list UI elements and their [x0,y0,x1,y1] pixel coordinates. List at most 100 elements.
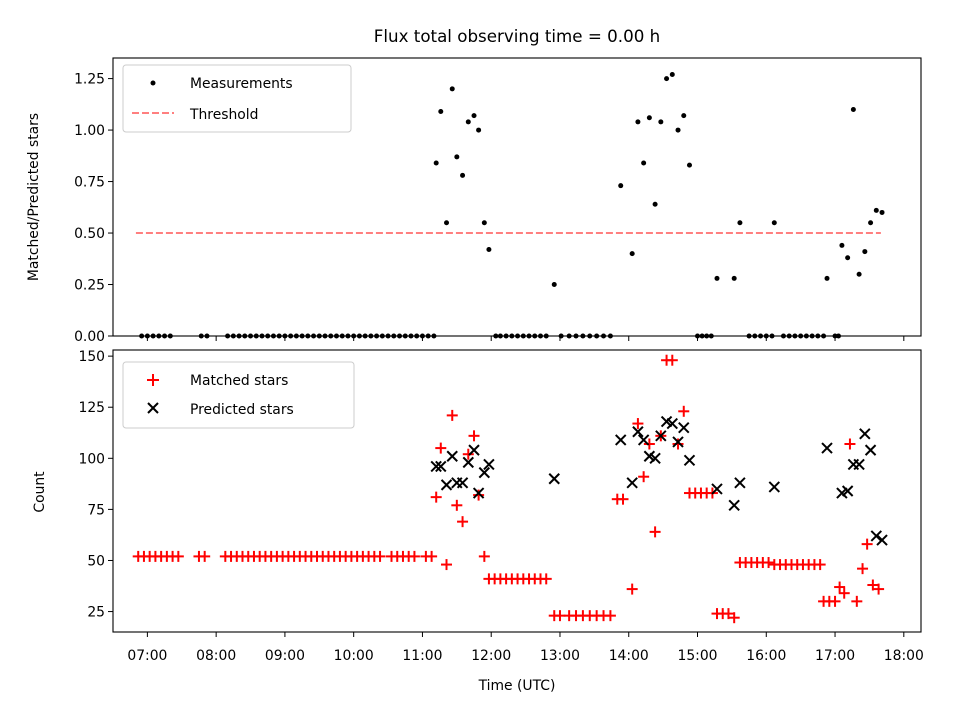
predicted-star-point [821,442,833,454]
matched-star-point [763,557,775,569]
bottom-axes-frame [112,349,922,633]
x-tick-label: 07:00 [127,648,167,664]
top-y-tick-label: 0.50 [74,226,105,242]
measurement-point [771,220,777,226]
measurement-point [476,127,482,133]
predicted-star-point [870,530,883,542]
bottom-y-tick-label: 125 [78,400,105,416]
predicted-star-point [666,417,679,430]
measurement-point [438,109,444,115]
measurement-point [669,71,675,77]
matched-star-point [814,559,826,571]
predicted-star-point [637,434,650,446]
matched-star-point [678,405,690,417]
matched-star-point [374,550,386,562]
predicted-star-point [626,477,638,489]
measurement-point [824,275,830,281]
bottom-legend: Matched stars Predicted stars [122,361,355,429]
x-tick-label: 08:00 [196,648,236,664]
x-axis-label: Time (UTC) [478,678,556,694]
matched-star-point [554,610,566,622]
predicted-star-point [632,426,644,438]
matched-star-point [540,573,552,585]
measurement-point [433,160,439,166]
top-y-tick-label: 1.00 [74,123,105,139]
predicted-star-point [683,454,696,467]
measurement-point [731,275,737,281]
predicted-star-point [864,444,877,456]
top-y-tick-label: 0.25 [74,278,105,294]
bottom-y-tick-label: 75 [87,502,105,518]
matched-star-point [672,438,684,450]
measurement-point [856,271,862,277]
matched-star-point [468,430,480,442]
matched-star-point [408,550,420,562]
x-tick-label: 18:00 [884,648,924,664]
predicted-star-point [649,452,661,465]
measurement-point [460,172,466,178]
bottom-y-ticks: 25 50 75 100 125 150 [78,349,113,621]
matched-star-point [867,579,879,591]
top-axes: Matched/Predicted stars 0.00 0.25 0.50 0.75… [26,57,922,345]
measurement-point [675,127,681,133]
matched-star-point [430,491,442,503]
bottom-legend-box [122,361,355,429]
legend-label-threshold: Threshold [189,107,258,123]
matched-star-point [473,489,485,501]
measurement-point [486,247,492,253]
bottom-y-tick-label: 150 [78,349,105,365]
matched-star-point [861,538,873,550]
predicted-star-point [472,487,485,499]
predicted-star-point [483,458,495,471]
matched-star-point [457,516,469,528]
measurement-point [862,249,868,255]
measurement-point [444,220,450,226]
matched-star-point [638,471,650,483]
matched-star-point [857,563,869,575]
predicted-star-point [435,460,447,473]
measurement-point [839,242,845,248]
legend-label-matched-stars: Matched stars [190,373,288,389]
matched-star-point [728,612,740,624]
matched-star-point [435,442,447,454]
bottom-y-tick-label: 25 [87,605,105,621]
legend-marker-matched-stars [147,374,159,386]
predicted-star-point [478,466,491,479]
top-y-ticks: 0.00 0.25 0.50 0.75 1.00 1.25 [74,72,113,345]
bottom-y-tick-label: 100 [78,451,105,467]
matched-star-point [649,526,661,538]
x-tick-label: 14:00 [609,648,649,664]
predicted-star-point [672,436,684,448]
measurement-point [449,86,455,92]
matched-star-point [604,610,616,622]
legend-label-predicted-stars: Predicted stars [190,402,294,418]
predicted-star-point [859,428,871,440]
measurement-point [652,201,658,207]
measurement-point [681,113,687,119]
matched-star-point [666,354,678,366]
matched-star-point [626,583,638,595]
top-y-tick-label: 0.00 [74,329,105,345]
measurement-point [629,251,635,257]
matched-star-point [199,550,211,562]
chart-title: Flux total observing time = 0.00 h [374,26,660,46]
top-axes-frame [112,57,922,337]
predicted-star-point [462,456,474,469]
measurement-point [664,76,670,82]
measurement-point [714,275,720,281]
top-legend: Measurements Threshold [122,64,352,133]
x-tick-label: 12:00 [471,648,511,664]
measurement-point [465,119,471,125]
top-y-tick-label: 0.75 [74,175,105,191]
predicted-star-point [456,477,469,489]
matched-star-point [462,448,474,460]
x-tick-label: 17:00 [815,648,855,664]
predicted-star-point [615,434,627,446]
measurement-point [873,207,879,213]
x-tick-label: 11:00 [402,648,442,664]
measurement-point [618,183,624,189]
matched-star-point [632,418,644,430]
legend-marker-measurements [150,80,156,86]
x-tick-label: 10:00 [334,648,374,664]
